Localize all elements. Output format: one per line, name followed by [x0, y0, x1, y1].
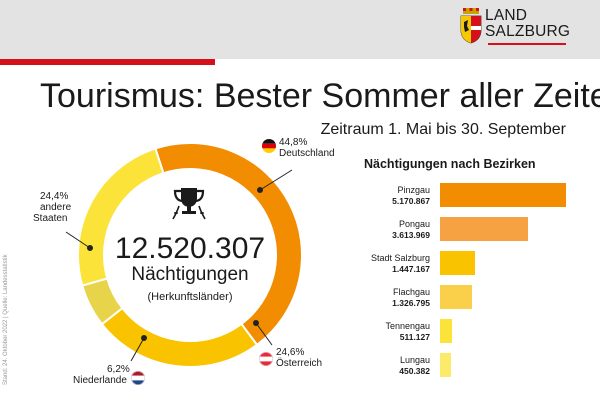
slice-label-andere-name1: andere — [40, 202, 72, 213]
total-note: (Herkunftsländer) — [147, 291, 233, 303]
flag-germany-icon — [262, 139, 276, 153]
header-accent-line — [0, 59, 215, 65]
trophy-icon — [172, 188, 206, 220]
bar-value-flachgau: 1.326.795 — [392, 298, 430, 308]
bar-label-flachgau: Flachgau — [392, 287, 430, 297]
slice-label-niederlande-name: Niederlande — [73, 375, 127, 386]
total-unit-label: Nächtigungen — [131, 264, 249, 285]
bar-tennengau — [440, 319, 453, 343]
slice-label-oesterreich-name: Österreich — [276, 358, 323, 369]
slice-label-deutschland-pct: 44,8% — [279, 137, 308, 148]
land-salzburg-logo: LAND SALZBURG — [460, 6, 585, 50]
leader-dot-andere — [87, 245, 93, 251]
bar-value-stadt-salzburg: 1.447.167 — [392, 264, 430, 274]
page-subtitle: Zeitraum 1. Mai bis 30. September — [320, 121, 566, 138]
leader-line-oesterreich — [255, 322, 273, 346]
bar-value-pinzgau: 5.170.867 — [392, 196, 430, 206]
bar-value-tennengau: 511.127 — [399, 332, 430, 342]
bar-chart-title: Nächtigungen nach Bezirken — [364, 157, 536, 171]
leader-line-deutschland — [259, 169, 293, 191]
bar-lungau — [440, 353, 451, 377]
bar-pongau — [440, 217, 529, 241]
slice-label-oesterreich-pct: 24,6% — [276, 347, 305, 358]
slice-label-niederlande-pct: 6,2% — [107, 364, 130, 375]
bar-label-tennengau: Tennengau — [385, 321, 430, 331]
total-overnight-stays: 12.520.307 — [114, 232, 266, 265]
logo-underline — [488, 43, 566, 45]
leader-line-andere — [65, 231, 91, 249]
donut-slice-andere-staaten — [77, 147, 165, 287]
leader-dot-deutschland — [257, 187, 263, 193]
leader-dot-oesterreich — [253, 320, 259, 326]
donut-slice--sterreich — [100, 306, 259, 368]
slice-label-andere-name2: Staaten — [33, 213, 68, 224]
leader-line-niederlande — [130, 337, 145, 362]
bar-flachgau — [440, 285, 473, 309]
bar-label-pongau: Pongau — [398, 219, 430, 229]
bar-stadt-salzburg — [440, 251, 476, 275]
leader-dot-niederlande — [141, 335, 147, 341]
header-bar — [0, 0, 600, 59]
bar-pinzgau — [440, 183, 566, 207]
flag-netherlands-icon — [131, 371, 145, 385]
page-title: Tourismus: Bester Sommer aller Zeiten — [40, 77, 600, 115]
coat-of-arms-icon — [460, 8, 482, 44]
bar-value-lungau: 450.382 — [399, 366, 430, 376]
flag-austria-icon — [259, 352, 273, 366]
slice-label-deutschland-name: Deutschland — [279, 148, 335, 159]
bar-label-pinzgau: Pinzgau — [397, 185, 430, 195]
logo-text-line2: SALZBURG — [485, 23, 571, 40]
bar-label-lungau: Lungau — [399, 355, 430, 365]
logo-text-line1: LAND — [485, 7, 528, 24]
bar-value-pongau: 3.613.969 — [392, 230, 430, 240]
slice-label-andere-pct: 24,4% — [40, 191, 69, 202]
bar-label-stadt-salzburg: Stadt Salzburg — [370, 253, 430, 263]
